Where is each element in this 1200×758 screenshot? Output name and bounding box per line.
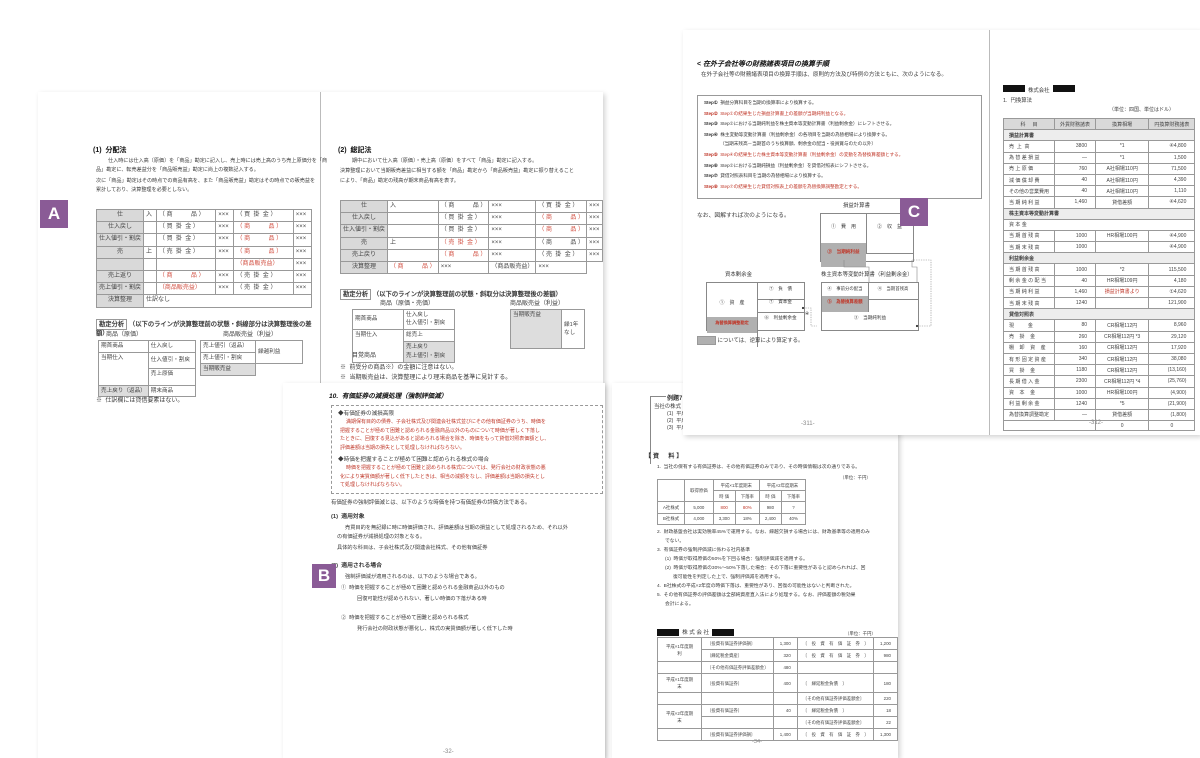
svg-text:④: ④ <box>805 311 810 316</box>
